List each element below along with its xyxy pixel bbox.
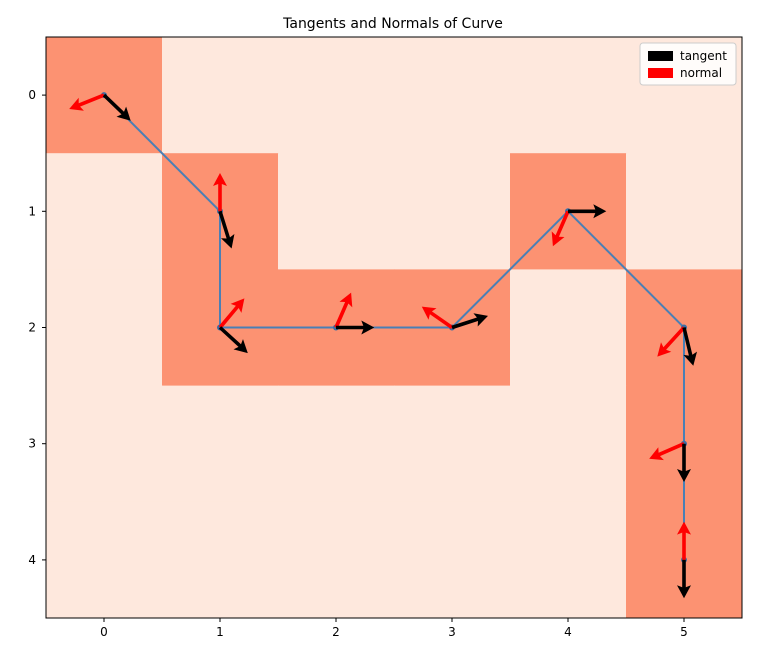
normal-arrow-5 — [551, 210, 570, 247]
legend-swatch-tangent — [648, 51, 673, 61]
tangent-arrow-6 — [682, 327, 697, 366]
tangent-arrow-3 — [336, 320, 375, 335]
y-tick-label-4: 4 — [28, 553, 36, 567]
heatmap-cell-r4-c2 — [278, 501, 395, 619]
heatmap-cell-r4-c0 — [46, 501, 163, 619]
legend: tangent normal — [639, 42, 737, 86]
tangent-arrow-7 — [677, 443, 691, 482]
y-tick-label-3: 3 — [28, 437, 36, 451]
normal-arrow-1 — [213, 173, 227, 212]
heatmap-cell-r3-c1 — [162, 385, 279, 503]
tangent-arrow-1 — [218, 210, 235, 249]
heatmap-cell-r2-c4 — [510, 269, 627, 387]
y-tick-label-2: 2 — [28, 321, 36, 335]
heatmap-cell-r4-c1 — [162, 501, 279, 619]
heatmap-cell-r4-c3 — [394, 501, 511, 619]
x-tick-label-5: 5 — [680, 625, 688, 639]
normal-arrow-6 — [657, 326, 686, 357]
heatmap-cell-r1-c0 — [46, 153, 163, 270]
legend-swatch-normal — [648, 68, 673, 78]
normal-arrow-4 — [421, 306, 453, 329]
heatmap-cell-r0-c3 — [394, 37, 511, 154]
tangent-arrow-5 — [568, 204, 607, 219]
x-tick-label-1: 1 — [216, 625, 224, 639]
tangent-arrow-2 — [218, 326, 248, 354]
heatmap-cell-r1-c2 — [278, 153, 395, 270]
heatmap-cell-r4-c4 — [510, 501, 627, 619]
arrow-layer — [69, 93, 697, 599]
heatmap-cell-r0-c2 — [278, 37, 395, 154]
heatmap-cell-r3-c2 — [278, 385, 395, 503]
heatmap-cell-r1-c3 — [394, 153, 511, 270]
x-tick-label-3: 3 — [448, 625, 456, 639]
heatmap-cell-r3-c4 — [510, 385, 627, 503]
x-tick-label-0: 0 — [100, 625, 108, 639]
tangent-arrow-8 — [677, 559, 691, 599]
y-tick-label-0: 0 — [28, 88, 36, 102]
heatmap-cell-r2-c0 — [46, 269, 163, 387]
heatmap-cell-r1-c5 — [626, 153, 743, 270]
legend-label-normal: normal — [680, 66, 722, 80]
x-tick-label-4: 4 — [564, 625, 572, 639]
tangent-arrow-4 — [451, 313, 488, 330]
normal-arrow-8 — [677, 521, 691, 560]
x-tick-label-2: 2 — [332, 625, 340, 639]
heatmap-cell-r3-c3 — [394, 385, 511, 503]
heatmap-cell-r0-c4 — [510, 37, 627, 154]
chart-title: Tangents and Normals of Curve — [282, 16, 503, 32]
normal-arrow-2 — [218, 298, 245, 329]
x-axis: 0 1 2 3 4 5 — [100, 618, 688, 639]
legend-label-tangent: tangent — [680, 49, 727, 63]
normal-arrow-7 — [649, 442, 685, 461]
heatmap-cell-r0-c1 — [162, 37, 279, 154]
y-tick-label-1: 1 — [28, 204, 36, 218]
normal-arrow-0 — [69, 93, 105, 111]
heatmap-cell-r3-c0 — [46, 385, 163, 503]
normal-arrow-3 — [334, 292, 353, 329]
y-axis: 0 1 2 3 4 — [28, 88, 46, 567]
tangent-arrow-0 — [102, 93, 131, 121]
